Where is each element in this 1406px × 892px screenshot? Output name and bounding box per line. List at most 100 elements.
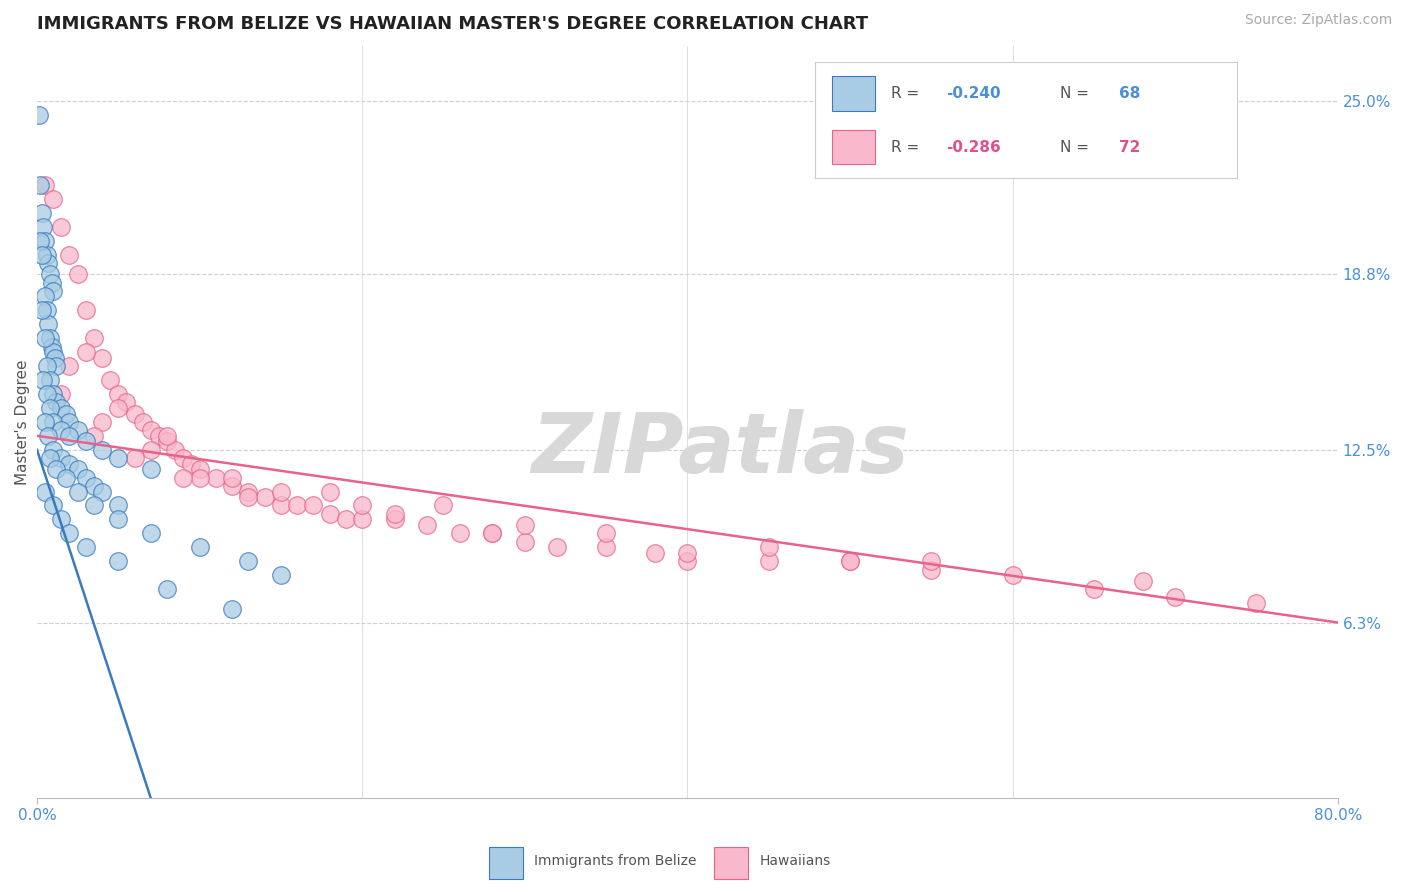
Text: Hawaiians: Hawaiians (759, 854, 831, 868)
Point (55, 407, 77, 421)
Point (156, 429, 179, 443)
Point (39, 267, 62, 281)
Point (42, 345, 65, 359)
Text: Immigrants from Belize: Immigrants from Belize (534, 854, 697, 868)
Point (51, 512, 73, 526)
Point (1001, 568, 1024, 582)
Point (51, 401, 73, 415)
Point (41, 340, 63, 354)
Point (302, 499, 325, 513)
Point (384, 512, 406, 526)
Point (758, 541, 780, 555)
Point (165, 442, 187, 457)
Point (107, 451, 129, 466)
Point (58, 359, 80, 373)
Point (75, 345, 97, 359)
Point (83, 499, 105, 513)
Point (42, 442, 65, 457)
Point (172, 470, 194, 484)
Point (676, 546, 699, 560)
Point (238, 490, 260, 504)
Point (270, 499, 292, 513)
Point (335, 512, 357, 526)
Text: N =: N = (1060, 87, 1094, 102)
Point (41, 276, 63, 290)
Text: R =: R = (891, 139, 925, 154)
Point (27, 108, 49, 122)
Point (1083, 582, 1105, 596)
Point (1132, 574, 1154, 588)
Point (188, 470, 211, 484)
Point (30, 178, 52, 192)
Point (221, 479, 243, 493)
Text: -0.286: -0.286 (946, 139, 1001, 154)
Point (107, 387, 129, 401)
Point (139, 526, 162, 541)
Y-axis label: Master's Degree: Master's Degree (15, 359, 30, 484)
Point (58, 526, 80, 541)
Text: 68: 68 (1119, 87, 1140, 102)
Point (31, 206, 53, 220)
Point (58, 415, 80, 429)
Point (66, 423, 89, 437)
Point (188, 462, 211, 476)
Point (66, 484, 89, 499)
Point (58, 429, 80, 443)
Point (35, 387, 58, 401)
Point (920, 563, 942, 577)
Point (546, 541, 568, 555)
Point (920, 554, 942, 568)
Point (42, 499, 65, 513)
FancyBboxPatch shape (489, 847, 523, 879)
Point (107, 554, 129, 568)
Point (221, 470, 243, 484)
Point (51, 387, 73, 401)
FancyBboxPatch shape (832, 77, 875, 112)
Point (156, 582, 179, 596)
Point (107, 499, 129, 513)
Point (83, 331, 105, 345)
Point (91, 442, 114, 457)
Point (51, 219, 73, 234)
Point (42, 284, 65, 298)
Point (37, 429, 59, 443)
Point (39, 451, 62, 466)
Point (285, 499, 308, 513)
Point (270, 568, 292, 582)
Point (91, 415, 114, 429)
Point (34, 484, 56, 499)
Point (432, 499, 454, 513)
Point (124, 451, 146, 466)
Point (139, 442, 162, 457)
Point (75, 303, 97, 318)
Point (204, 470, 226, 484)
Point (75, 434, 97, 449)
Point (188, 541, 211, 555)
Point (34, 178, 56, 192)
Point (270, 484, 292, 499)
Text: R =: R = (891, 87, 925, 102)
Point (83, 479, 105, 493)
Point (481, 526, 503, 541)
Point (45, 462, 67, 476)
Point (384, 507, 406, 521)
Point (45, 359, 67, 373)
Point (124, 407, 146, 421)
Point (221, 601, 243, 615)
Point (44, 351, 66, 365)
Point (42, 387, 65, 401)
Point (58, 457, 80, 471)
Point (253, 490, 276, 504)
Point (180, 457, 202, 471)
Point (131, 415, 153, 429)
Point (107, 512, 129, 526)
Point (481, 526, 503, 541)
Point (1164, 591, 1187, 605)
Point (98, 373, 121, 387)
Point (513, 534, 536, 549)
Point (1246, 596, 1268, 610)
Point (39, 373, 62, 387)
Point (55, 470, 77, 484)
Point (449, 526, 471, 541)
Point (318, 507, 340, 521)
